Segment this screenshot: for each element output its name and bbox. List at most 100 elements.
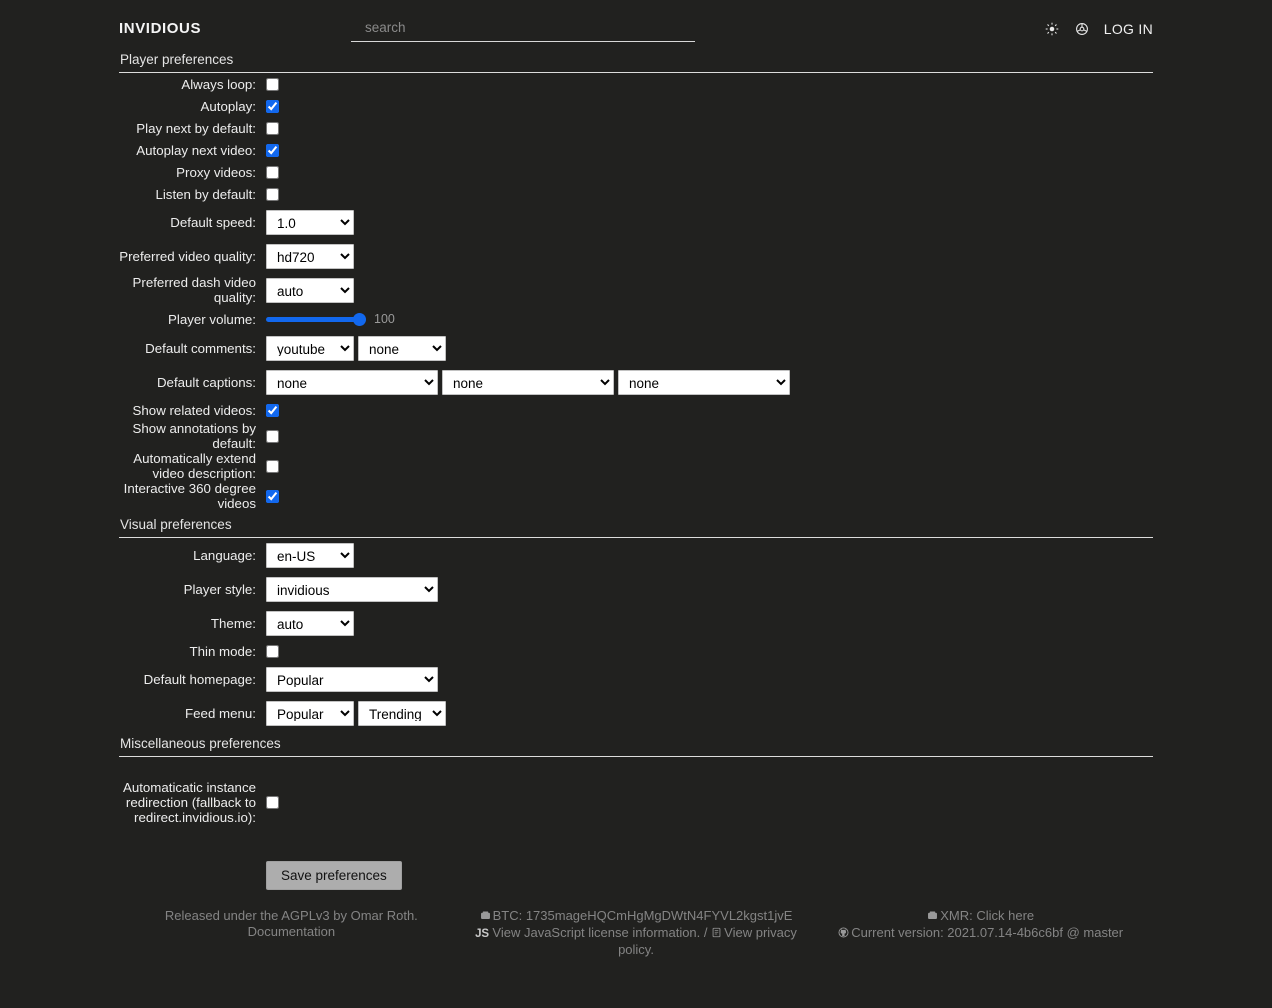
volume-slider-wrap: 100 xyxy=(266,312,395,326)
checkbox-thin-mode[interactable] xyxy=(266,644,279,658)
pref-label-language: Language: xyxy=(193,547,256,563)
sun-icon[interactable] xyxy=(1044,21,1060,37)
volume-value: 100 xyxy=(374,312,395,326)
bitcoin-icon xyxy=(480,909,491,925)
select-default-comments-1[interactable]: youtuberedditnone xyxy=(266,335,354,361)
save-row: Save preferences xyxy=(119,861,1153,890)
pref-row-thin-mode: Thin mode: xyxy=(119,640,1153,662)
pref-row-show-related-videos: Show related videos: xyxy=(119,399,1153,421)
select-player-style[interactable]: invidiousyoutube xyxy=(266,576,438,602)
pref-row-automatically-extend-video-description: Automatically extend video description: xyxy=(119,451,1153,481)
select-default-comments-2[interactable]: youtuberedditnone xyxy=(358,335,446,361)
pref-field-autoplay-next-video xyxy=(266,143,1153,157)
navbar-left: INVIDIOUS xyxy=(0,20,351,38)
pref-field-default-captions: noneEnglishSpanishnoneEnglishSpanishnone… xyxy=(266,369,1153,395)
select-preferred-dash-video-quality[interactable]: autobestworst xyxy=(266,277,354,303)
pref-label-preferred-video-quality: Preferred video quality: xyxy=(119,248,256,264)
checkbox-autoplay-next-video[interactable] xyxy=(266,143,279,157)
navbar-right: LOG IN xyxy=(696,21,1272,37)
documentation-link[interactable]: Documentation xyxy=(247,923,336,939)
checkbox-show-related-videos[interactable] xyxy=(266,403,279,417)
pref-label-autoplay: Autoplay: xyxy=(200,98,256,114)
pref-label-always-loop: Always loop: xyxy=(181,76,256,92)
select-default-captions-2[interactable]: noneEnglishSpanish xyxy=(442,369,614,395)
js-license-link[interactable]: View JavaScript license information. xyxy=(492,924,701,940)
preferences-page: Player preferences Always loop: Autoplay:… xyxy=(0,52,1272,890)
pref-field-show-related-videos xyxy=(266,403,1153,417)
checkbox-automatically-extend-video-description[interactable] xyxy=(266,459,279,473)
pref-label-default-comments: Default comments: xyxy=(145,340,256,356)
pref-field-theme: autodarklight xyxy=(266,610,1153,636)
pref-field-preferred-video-quality: dashhd720mediumsmall xyxy=(266,243,1153,269)
select-feed-menu-1[interactable]: PopularTrendingSubscriptionsPlaylists xyxy=(266,700,354,726)
checkbox-proxy-videos[interactable] xyxy=(266,165,279,179)
pref-field-player-volume: 100 xyxy=(266,312,1153,326)
pref-label-play-next-by-default: Play next by default: xyxy=(136,120,256,136)
login-link[interactable]: LOG IN xyxy=(1103,21,1153,37)
pref-field-automatically-extend-video-description xyxy=(266,459,1153,473)
pref-row-listen-by-default: Listen by default: xyxy=(119,183,1153,205)
pref-label-default-homepage: Default homepage: xyxy=(143,671,256,687)
btc-link[interactable]: BTC: 1735mageHQCmHgMgDWtN4FYVL2kgst1jvE xyxy=(492,908,793,923)
pref-field-default-homepage: PopularTrendingSubscriptionsPlaylists xyxy=(266,666,1153,692)
gear-icon[interactable] xyxy=(1074,21,1090,37)
select-default-homepage[interactable]: PopularTrendingSubscriptionsPlaylists xyxy=(266,666,438,692)
pref-row-autoplay-next-video: Autoplay next video: xyxy=(119,139,1153,161)
pref-field-interactive-360-degree-videos xyxy=(266,489,1153,503)
footer-separator: / xyxy=(703,924,708,940)
checkbox-play-next-by-default[interactable] xyxy=(266,121,279,135)
checkbox-autoplay[interactable] xyxy=(266,99,279,113)
section-misc-rows: Automaticatic instance redirection (fall… xyxy=(119,757,1153,847)
volume-slider[interactable] xyxy=(266,312,366,326)
pref-field-player-style: invidiousyoutube xyxy=(266,576,1153,602)
github-icon xyxy=(838,926,849,942)
pref-field-preferred-dash-video-quality: autobestworst xyxy=(266,277,1153,303)
select-default-captions-3[interactable]: noneEnglishSpanish xyxy=(618,369,790,395)
pref-row-automaticatic-instance-redirection-fallback-: Automaticatic instance redirection (fall… xyxy=(119,757,1153,847)
pref-field-listen-by-default xyxy=(266,187,1153,201)
footer-right: XMR: Click here Current version: 2021.07… xyxy=(808,908,1153,958)
pref-row-theme: Theme: autodarklight xyxy=(119,606,1153,640)
pref-label-interactive-360-degree-videos: Interactive 360 degree videos xyxy=(123,481,256,511)
select-language[interactable]: en-USdefres xyxy=(266,542,354,568)
checkbox-automaticatic-instance-redirection-fallback-[interactable] xyxy=(266,795,279,809)
brand-logo[interactable]: INVIDIOUS xyxy=(119,20,202,37)
document-icon xyxy=(711,926,722,942)
pref-field-play-next-by-default xyxy=(266,121,1153,135)
section-visual-rows: Language: en-USdefres Player style: invidio… xyxy=(119,538,1153,730)
select-default-captions-1[interactable]: noneEnglishSpanish xyxy=(266,369,438,395)
monero-icon xyxy=(927,909,938,925)
search-input[interactable] xyxy=(351,16,695,42)
xmr-link[interactable]: XMR: Click here xyxy=(940,908,1035,923)
checkbox-interactive-360-degree-videos[interactable] xyxy=(266,489,279,503)
pref-field-always-loop xyxy=(266,77,1153,91)
pref-row-proxy-videos: Proxy videos: xyxy=(119,161,1153,183)
pref-field-feed-menu: PopularTrendingSubscriptionsPlaylistsPop… xyxy=(266,700,1153,726)
pref-label-autoplay-next-video: Autoplay next video: xyxy=(136,142,256,158)
pref-label-thin-mode: Thin mode: xyxy=(189,643,256,659)
footer-left: Released under the AGPLv3 by Omar Roth. … xyxy=(119,908,464,958)
save-preferences-button[interactable]: Save preferences xyxy=(266,861,402,890)
checkbox-always-loop[interactable] xyxy=(266,77,279,91)
pref-row-default-captions: Default captions:noneEnglishSpanishnoneE… xyxy=(119,365,1153,399)
privacy-policy-link[interactable]: View privacy policy. xyxy=(618,924,797,958)
pref-field-show-annotations-by-default xyxy=(266,429,1153,443)
select-default-speed[interactable]: 0.250.50.751.01.251.51.752.0 xyxy=(266,209,354,235)
section-title-misc: Miscellaneous preferences xyxy=(119,736,1153,757)
pref-field-thin-mode xyxy=(266,644,1153,658)
select-feed-menu-2[interactable]: PopularTrendingSubscriptionsPlaylists xyxy=(358,700,446,726)
checkbox-listen-by-default[interactable] xyxy=(266,187,279,201)
checkbox-show-annotations-by-default[interactable] xyxy=(266,429,279,443)
pref-field-language: en-USdefres xyxy=(266,542,1153,568)
select-preferred-video-quality[interactable]: dashhd720mediumsmall xyxy=(266,243,354,269)
pref-row-default-homepage: Default homepage: PopularTrendingSubscrip… xyxy=(119,662,1153,696)
version-link[interactable]: Current version: 2021.07.14-4b6c6bf @ ma… xyxy=(851,924,1124,940)
select-theme[interactable]: autodarklight xyxy=(266,610,354,636)
pref-field-autoplay xyxy=(266,99,1153,113)
footer-center: BTC: 1735mageHQCmHgMgDWtN4FYVL2kgst1jvE … xyxy=(464,908,809,958)
pref-field-default-comments: youtuberedditnoneyoutuberedditnone xyxy=(266,335,1153,361)
pref-label-listen-by-default: Listen by default: xyxy=(155,186,256,202)
pref-row-preferred-dash-video-quality: Preferred dash video quality: autobestwor… xyxy=(119,273,1153,307)
pref-label-feed-menu: Feed menu: xyxy=(185,705,256,721)
pref-field-default-speed: 0.250.50.751.01.251.51.752.0 xyxy=(266,209,1153,235)
